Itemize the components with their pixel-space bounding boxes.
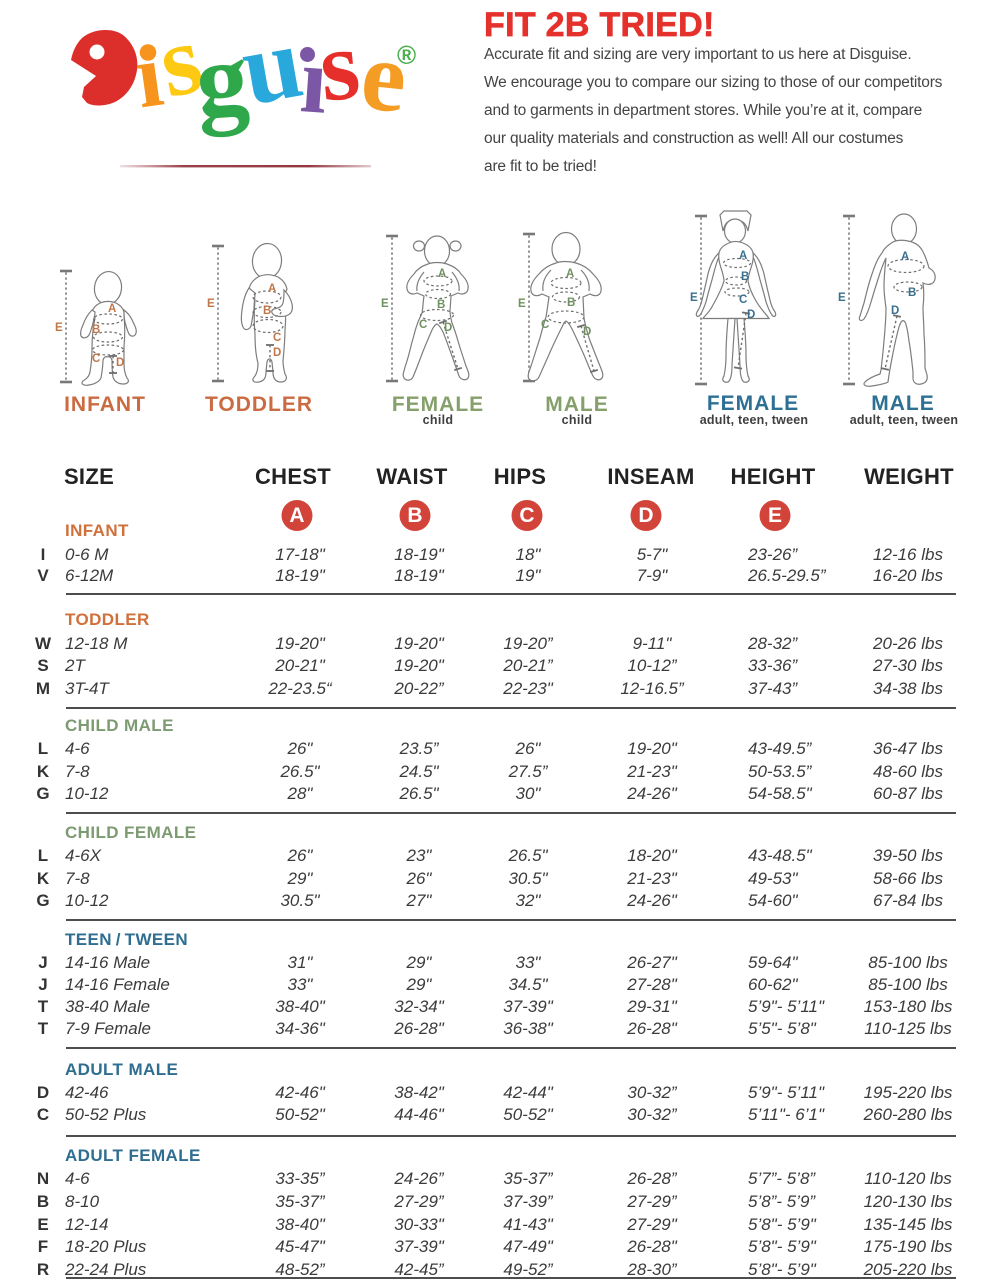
svg-text:E: E <box>207 298 215 310</box>
svg-text:D: D <box>273 347 281 359</box>
svg-text:E: E <box>55 322 63 334</box>
svg-text:E: E <box>381 298 389 310</box>
svg-text:child: child <box>562 413 593 427</box>
svg-text:D: D <box>116 357 124 369</box>
svg-text:C: C <box>92 353 100 365</box>
svg-text:C: C <box>541 319 549 331</box>
svg-text:MALE: MALE <box>545 393 609 416</box>
svg-text:FEMALE: FEMALE <box>707 392 799 415</box>
svg-text:D: D <box>747 309 755 321</box>
svg-text:adult, teen, tween: adult, teen, tween <box>850 413 958 427</box>
svg-text:A: A <box>901 251 909 263</box>
svg-text:E: E <box>690 292 698 304</box>
svg-text:D: D <box>444 322 452 334</box>
svg-text:child: child <box>423 413 454 427</box>
svg-text:B: B <box>567 297 575 309</box>
svg-text:E: E <box>518 298 526 310</box>
svg-text:D: D <box>891 305 899 317</box>
svg-text:TODDLER: TODDLER <box>205 393 313 416</box>
svg-text:C: C <box>419 319 427 331</box>
svg-text:B: B <box>908 287 916 299</box>
svg-text:D: D <box>583 326 591 338</box>
svg-text:INFANT: INFANT <box>64 393 146 416</box>
svg-text:E: E <box>838 292 846 304</box>
svg-text:C: C <box>739 294 747 306</box>
svg-text:MALE: MALE <box>871 392 935 415</box>
svg-text:FEMALE: FEMALE <box>392 393 484 416</box>
svg-text:B: B <box>92 324 100 336</box>
svg-text:B: B <box>263 305 271 317</box>
svg-text:A: A <box>566 268 574 280</box>
svg-text:A: A <box>438 268 446 280</box>
svg-text:A: A <box>268 283 276 295</box>
svg-text:B: B <box>741 271 749 283</box>
svg-text:B: B <box>437 299 445 311</box>
svg-text:A: A <box>739 250 747 262</box>
svg-text:C: C <box>273 332 281 344</box>
svg-text:adult, teen, tween: adult, teen, tween <box>700 413 808 427</box>
svg-text:A: A <box>108 303 116 315</box>
